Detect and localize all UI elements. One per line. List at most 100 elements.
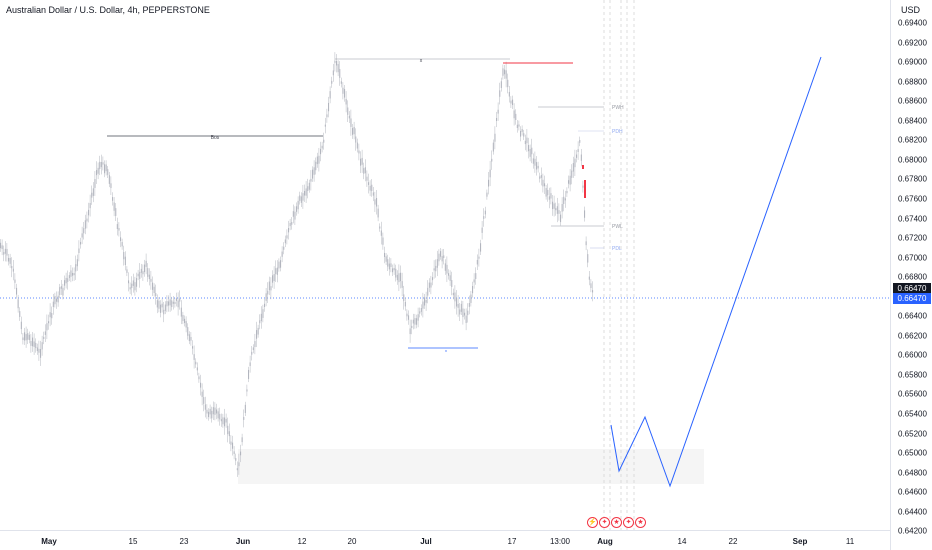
candle-body (251, 351, 253, 355)
candle-body (80, 241, 82, 245)
candle-body (299, 195, 301, 201)
candle-body (32, 337, 34, 347)
session-lines (603, 0, 635, 530)
candle-body (204, 404, 206, 410)
candle-body (211, 410, 213, 419)
candle-body (446, 264, 448, 274)
price-tick: 0.64600 (898, 487, 927, 497)
candle-body (462, 308, 464, 318)
demand-zone[interactable] (238, 449, 704, 484)
candle-body (440, 251, 442, 257)
price-tick: 0.65800 (898, 370, 927, 380)
candle-body (560, 214, 562, 223)
us-flag-icon[interactable]: ★ (635, 517, 646, 528)
price-tick: 0.68400 (898, 116, 927, 126)
candle-body (307, 186, 309, 191)
candle-body (472, 286, 474, 294)
price-chart[interactable]: Bos x x PWH PDH PWL PDL (0, 0, 890, 530)
candle-body (57, 295, 59, 303)
price-tick: 0.67600 (898, 194, 927, 204)
price-tick: 0.68600 (898, 96, 927, 106)
candle-body (480, 243, 482, 252)
candle-body (428, 282, 430, 288)
candle-body (176, 298, 178, 301)
lightning-icon[interactable]: ⚡ (587, 517, 598, 528)
chart-area[interactable]: Bos x x PWH PDH PWL PDL (0, 0, 890, 530)
candle-body (180, 307, 182, 317)
candle-body (203, 397, 205, 404)
candle-body (126, 269, 128, 273)
candle-body (499, 90, 501, 97)
candle-body (3, 252, 5, 255)
candle-body (107, 169, 109, 175)
candle-body (123, 252, 125, 260)
price-tick: 0.64800 (898, 468, 927, 478)
candle-body (392, 268, 394, 273)
structure-lines[interactable]: Bos x x PWH PDH PWL PDL (107, 58, 624, 353)
candle-body (91, 192, 93, 198)
candle-body (435, 265, 437, 272)
candle-body (20, 321, 22, 330)
candle-body (292, 211, 294, 217)
candle-body (500, 81, 502, 88)
candle-body (152, 282, 154, 290)
pwl-label: PWL (612, 224, 623, 230)
candle-body (196, 367, 198, 371)
candle-body (588, 276, 590, 280)
au-flag-icon[interactable]: ✦ (623, 517, 634, 528)
candle-body (172, 301, 174, 304)
candle-body (510, 100, 512, 104)
candle-body (68, 275, 70, 279)
candle-body (414, 318, 416, 325)
price-tick: 0.65400 (898, 409, 927, 419)
candle-body (60, 286, 62, 289)
candle-body (156, 300, 158, 308)
candle-body (318, 155, 320, 164)
candle-body (417, 314, 419, 321)
price-tick: 0.64400 (898, 507, 927, 517)
candle-body (139, 271, 141, 279)
candle-body (324, 124, 326, 127)
candle-body (353, 126, 355, 135)
candle-body (393, 268, 395, 271)
candle-body (321, 145, 323, 149)
candle-body (248, 369, 250, 379)
price-tick: 0.66200 (898, 331, 927, 341)
candle-body (340, 81, 342, 84)
candle-body (252, 347, 254, 351)
candle-body (308, 182, 310, 190)
price-axis[interactable]: USD 0.69400 0.69200 0.69000 0.68800 0.68600 0… (890, 0, 932, 550)
candles[interactable] (0, 52, 594, 477)
time-tick: Jun (235, 537, 251, 546)
candle-body (185, 321, 187, 328)
candle-body (464, 312, 466, 316)
au-flag-icon[interactable]: ✦ (599, 517, 610, 528)
candle-body (374, 199, 376, 205)
projection-path[interactable] (610, 56, 822, 488)
candle-body (312, 169, 314, 179)
candle-body (304, 191, 306, 196)
candle-body (216, 409, 218, 414)
candle-body (326, 114, 328, 118)
candle-body (529, 149, 531, 157)
candle-body (534, 158, 536, 166)
us-flag-icon[interactable]: ★ (611, 517, 622, 528)
candle-body (470, 294, 472, 303)
candle-body (132, 280, 134, 286)
symbol-title[interactable]: Australian Dollar / U.S. Dollar, 4h, PEP… (6, 5, 210, 15)
candle-body (587, 254, 589, 263)
time-axis[interactable]: May 15 23 Jun 12 20 Jul 17 13:00 Aug 14 22 Sep 11 (0, 530, 890, 550)
price-tick: 0.66800 (898, 272, 927, 282)
candle-body (160, 304, 162, 313)
economic-events[interactable]: ⚡ ✦ ★ ✦ ★ (587, 517, 646, 529)
candle-body (416, 318, 418, 325)
candle-body (547, 189, 549, 196)
red-marker-2 (584, 180, 586, 198)
time-tick: 23 (179, 537, 189, 546)
price-tick: 0.65000 (898, 448, 927, 458)
candle-body (366, 176, 368, 181)
candle-body (238, 462, 240, 467)
candle-body (371, 184, 373, 192)
candle-body (259, 320, 261, 324)
candle-body (209, 408, 211, 415)
